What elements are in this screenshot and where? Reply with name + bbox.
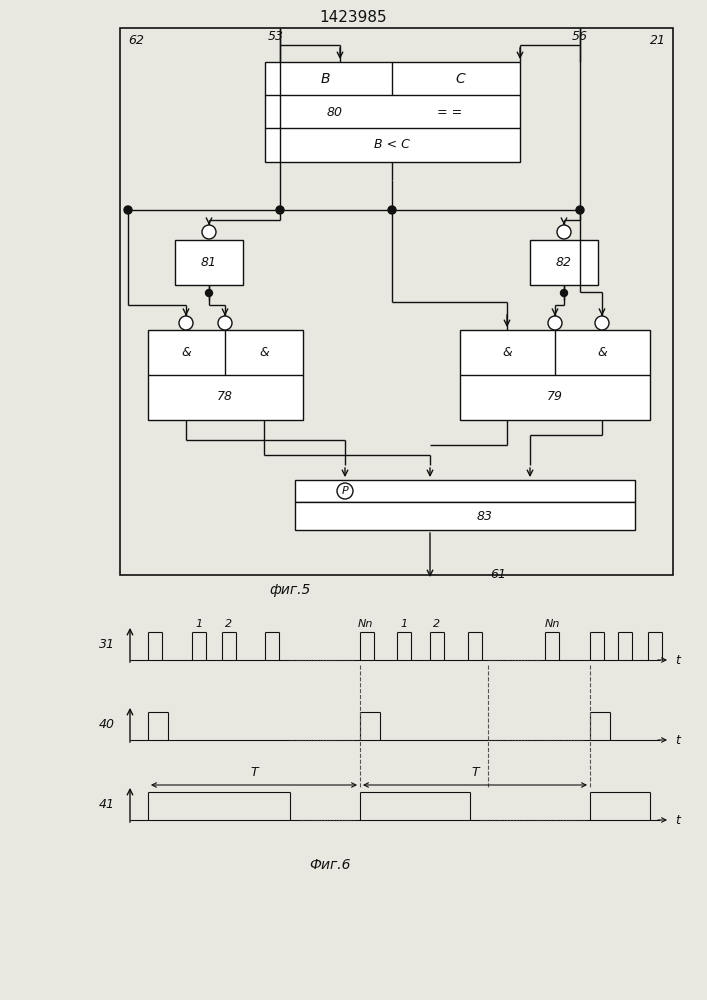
Text: 62: 62 xyxy=(128,33,144,46)
Bar xyxy=(295,502,635,530)
Bar xyxy=(175,240,243,285)
Circle shape xyxy=(557,225,571,239)
Text: 78: 78 xyxy=(217,390,233,403)
Text: 40: 40 xyxy=(99,718,115,732)
Circle shape xyxy=(548,316,562,330)
Bar xyxy=(295,480,635,502)
Bar xyxy=(120,28,673,575)
Text: Фиг.6: Фиг.6 xyxy=(309,858,351,872)
Text: 2: 2 xyxy=(433,619,440,629)
Text: фиг.5: фиг.5 xyxy=(269,583,310,597)
Text: 1: 1 xyxy=(400,619,407,629)
Text: t: t xyxy=(676,814,680,826)
Circle shape xyxy=(337,483,353,499)
Text: Nn: Nn xyxy=(544,619,560,629)
Circle shape xyxy=(576,206,584,214)
Circle shape xyxy=(276,206,284,214)
Text: 82: 82 xyxy=(556,255,572,268)
Circle shape xyxy=(206,290,213,296)
Text: Nn: Nn xyxy=(357,619,373,629)
Text: 79: 79 xyxy=(547,390,563,403)
Text: t: t xyxy=(676,654,680,666)
Text: B: B xyxy=(320,72,329,86)
Text: T: T xyxy=(471,766,479,780)
Circle shape xyxy=(202,225,216,239)
Text: T: T xyxy=(250,766,258,780)
Text: 53: 53 xyxy=(268,29,284,42)
Text: C: C xyxy=(455,72,465,86)
Text: 2: 2 xyxy=(226,619,233,629)
Text: P: P xyxy=(341,486,349,496)
Text: &: & xyxy=(502,346,512,359)
Text: &: & xyxy=(597,346,607,359)
Text: 56: 56 xyxy=(572,29,588,42)
Circle shape xyxy=(179,316,193,330)
Text: &: & xyxy=(259,346,269,359)
Circle shape xyxy=(595,316,609,330)
Text: 41: 41 xyxy=(99,798,115,812)
Text: t: t xyxy=(676,734,680,746)
Bar xyxy=(530,240,598,285)
Text: B < C: B < C xyxy=(374,138,410,151)
Circle shape xyxy=(124,206,132,214)
Bar xyxy=(460,330,650,420)
Text: 31: 31 xyxy=(99,639,115,652)
Circle shape xyxy=(561,290,568,296)
Text: 81: 81 xyxy=(201,255,217,268)
Text: 21: 21 xyxy=(650,33,666,46)
Circle shape xyxy=(218,316,232,330)
Bar xyxy=(148,330,303,420)
Text: &: & xyxy=(181,346,191,359)
Circle shape xyxy=(388,206,396,214)
Text: 83: 83 xyxy=(477,510,493,522)
Text: = =: = = xyxy=(438,105,462,118)
Text: 1423985: 1423985 xyxy=(319,10,387,25)
Bar xyxy=(265,62,520,162)
Text: 61: 61 xyxy=(490,568,506,582)
Text: 1: 1 xyxy=(195,619,203,629)
Text: 80: 80 xyxy=(327,105,343,118)
